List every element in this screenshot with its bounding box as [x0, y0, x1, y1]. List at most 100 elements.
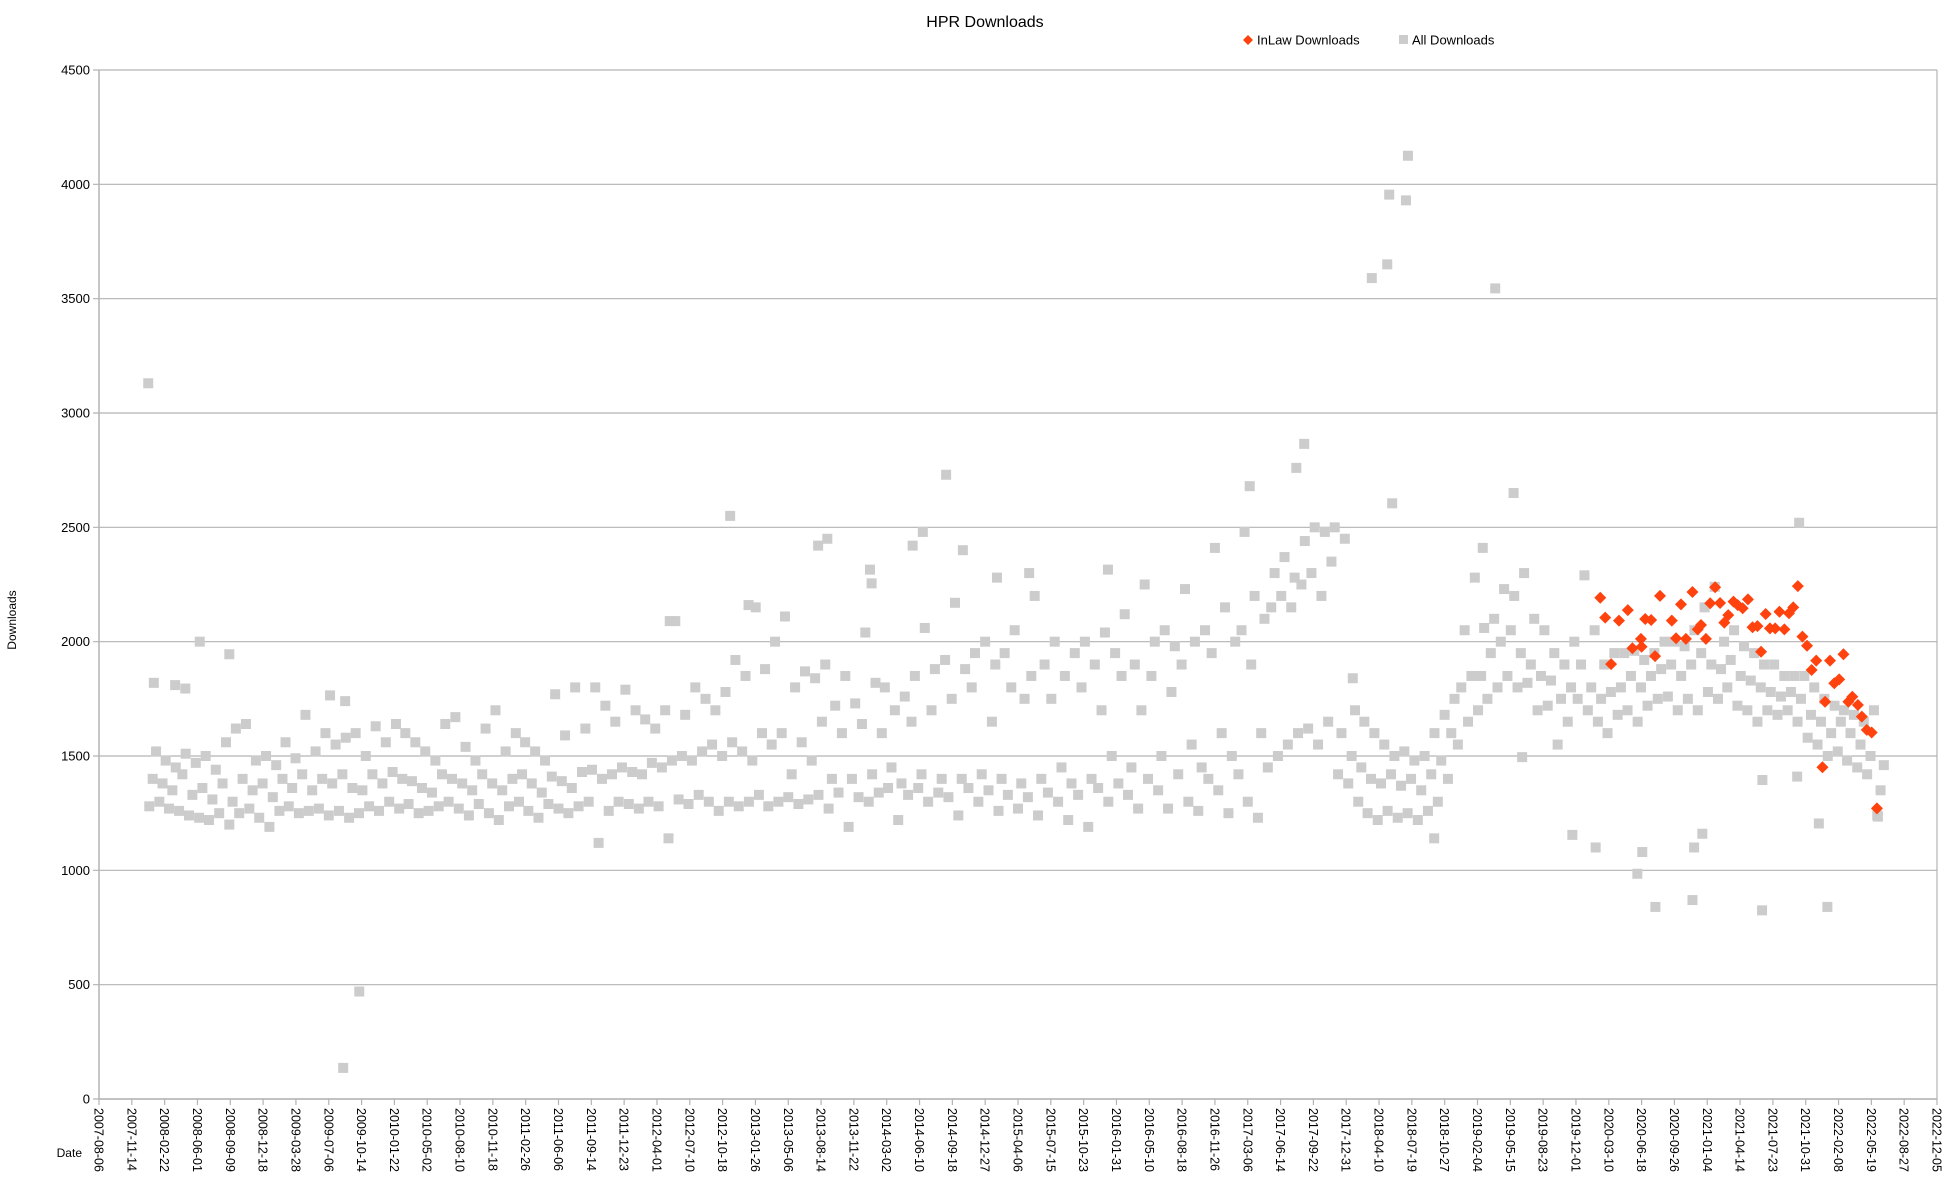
point-all-downloads [300, 709, 311, 720]
point-all-downloads [1687, 895, 1698, 906]
point-all-downloads [1579, 570, 1590, 581]
point-all-downloads [1590, 842, 1601, 853]
point-all-downloads [354, 986, 365, 997]
point-all-downloads [725, 510, 736, 521]
point-all-downloads [1236, 625, 1247, 636]
point-all-downloads [1333, 769, 1344, 780]
point-all-downloads [1066, 778, 1077, 789]
point-all-downloads [477, 769, 488, 780]
point-all-downloads [1848, 709, 1859, 720]
point-all-downloads [1189, 636, 1200, 647]
x-tick-label: 2017-09-22 [1306, 1108, 1320, 1172]
point-inlaw-downloads [1736, 602, 1749, 615]
point-all-downloads [1369, 728, 1380, 739]
point-all-downloads [254, 812, 265, 823]
point-all-downloads [1382, 259, 1393, 270]
point-all-downloads [413, 808, 424, 819]
point-all-downloads [1213, 785, 1224, 796]
point-all-downloads [287, 783, 298, 794]
point-all-downloads [1567, 829, 1578, 840]
x-tick-label: 2014-06-10 [912, 1108, 926, 1172]
point-all-downloads [1169, 641, 1180, 652]
point-all-downloads [1676, 670, 1687, 681]
point-all-downloads [1359, 716, 1370, 727]
x-tick-label: 2011-09-14 [584, 1108, 598, 1171]
point-all-downloads [1495, 636, 1506, 647]
point-all-downloads [1582, 705, 1593, 716]
point-all-downloads [1299, 536, 1310, 547]
point-all-downloads [247, 785, 258, 796]
point-all-downloads [1459, 625, 1470, 636]
point-all-downloads [1103, 796, 1114, 807]
point-all-downloads [660, 705, 671, 716]
point-all-downloads [1542, 700, 1553, 711]
x-tick-label: 2015-07-15 [1043, 1108, 1057, 1172]
point-all-downloads [806, 755, 817, 766]
point-inlaw-downloads [1819, 695, 1832, 708]
point-all-downloads [147, 773, 158, 784]
point-all-downloads [436, 769, 447, 780]
point-all-downloads [1556, 693, 1567, 704]
point-all-downloads [397, 773, 408, 784]
point-all-downloads [1602, 728, 1613, 739]
point-all-downloads [546, 771, 557, 782]
point-all-downloads [1479, 622, 1490, 633]
x-tick-label: 2019-02-04 [1470, 1108, 1484, 1172]
x-tick-label: 2008-02-22 [157, 1108, 171, 1172]
point-all-downloads [763, 801, 774, 812]
point-inlaw-downloads [1801, 639, 1814, 652]
point-all-downloads [1795, 693, 1806, 704]
point-all-downloads [1220, 602, 1231, 613]
point-all-downloads [1006, 682, 1017, 693]
point-all-downloads [963, 783, 974, 794]
point-all-downloads [843, 821, 854, 832]
point-all-downloads [144, 801, 155, 812]
point-all-downloads [1712, 693, 1723, 704]
point-all-downloads [1642, 700, 1653, 711]
point-all-downloads [500, 746, 511, 757]
point-all-downloads [390, 718, 401, 729]
point-all-downloads [1505, 625, 1516, 636]
point-all-downloads [170, 680, 181, 691]
point-all-downloads [1042, 787, 1053, 798]
point-all-downloads [822, 533, 833, 544]
point-all-downloads [983, 785, 994, 796]
point-all-downloads [879, 682, 890, 693]
point-all-downloads [1063, 815, 1074, 826]
point-all-downloads [1532, 705, 1543, 716]
point-all-downloads [1242, 796, 1253, 807]
point-all-downloads [330, 739, 341, 750]
point-all-downloads [230, 723, 241, 734]
y-tick-label: 2500 [61, 520, 90, 535]
point-all-downloads [747, 755, 758, 766]
point-all-downloads [394, 803, 405, 814]
point-all-downloads [633, 803, 644, 814]
x-tick-label: 2009-07-06 [321, 1108, 335, 1172]
point-all-downloads [1662, 691, 1673, 702]
point-all-downloads [160, 755, 171, 766]
point-all-downloads [1386, 769, 1397, 780]
point-all-downloads [1635, 682, 1646, 693]
point-inlaw-downloads [1670, 632, 1683, 645]
point-all-downloads [707, 739, 718, 750]
point-all-downloads [403, 799, 414, 810]
point-all-downloads [1323, 716, 1334, 727]
point-all-downloads [1399, 746, 1410, 757]
y-tick-label: 0 [83, 1092, 90, 1107]
point-all-downloads [310, 746, 321, 757]
point-all-downloads [1835, 716, 1846, 727]
point-all-downloads [637, 769, 648, 780]
x-tick-label: 2017-12-31 [1339, 1108, 1353, 1172]
point-all-downloads [823, 803, 834, 814]
point-all-downloads [1387, 498, 1398, 509]
point-inlaw-downloads [1816, 761, 1829, 774]
point-all-downloads [1206, 648, 1217, 659]
point-all-downloads [151, 746, 162, 757]
point-all-downloads [1426, 769, 1437, 780]
x-tick-label: 2013-11-22 [846, 1108, 860, 1171]
point-all-downloads [1576, 659, 1587, 670]
point-all-downloads [180, 683, 191, 694]
point-all-downloads [453, 803, 464, 814]
point-all-downloads [990, 659, 1001, 670]
point-all-downloads [1666, 659, 1677, 670]
